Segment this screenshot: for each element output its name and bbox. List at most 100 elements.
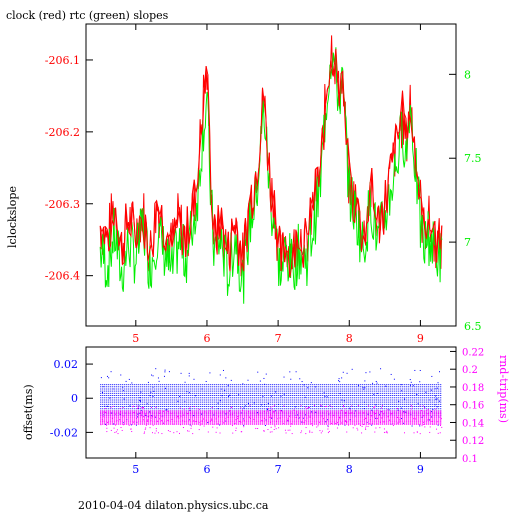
rnd-trip-point: [370, 415, 372, 417]
rnd-trip-point: [211, 418, 213, 420]
bottom-y-tick-label-left: 0: [71, 392, 78, 405]
rnd-trip-point: [146, 420, 148, 422]
rnd-trip-point: [416, 414, 418, 416]
top-y-tick-label-right: 7.5: [464, 152, 482, 165]
rnd-trip-point: [313, 404, 315, 406]
bottom-y-tick-label-right: 0.16: [462, 401, 484, 412]
rnd-trip-point: [184, 421, 186, 423]
rnd-trip-point: [274, 424, 276, 426]
rnd-trip-point: [363, 412, 365, 414]
rnd-trip-point: [209, 410, 211, 412]
offset-point: [417, 403, 419, 405]
rnd-trip-point: [155, 430, 157, 432]
rnd-trip-point: [177, 415, 179, 417]
rnd-trip-point: [240, 407, 242, 409]
offset-point: [303, 384, 305, 386]
rnd-trip-point: [222, 411, 224, 413]
rnd-trip-point: [327, 426, 329, 428]
rnd-trip-point: [413, 418, 415, 420]
offset-point: [385, 385, 387, 387]
rnd-trip-point: [154, 415, 156, 417]
top-axes: 5 6 7 8 9 -206.1 -206.2 -206.3 -206.4 6.5 7 7.5 8: [45, 24, 482, 345]
rnd-trip-point: [426, 409, 428, 411]
offset-point: [106, 405, 108, 407]
rnd-trip-point: [344, 408, 346, 410]
offset-point: [363, 408, 365, 410]
rnd-trip-point: [249, 405, 251, 407]
rnd-trip-point: [273, 428, 275, 430]
rnd-trip-point: [275, 428, 277, 430]
rnd-trip-point: [381, 417, 383, 419]
rnd-trip-point: [227, 416, 229, 418]
rnd-trip-point: [116, 429, 118, 431]
rnd-trip-point: [423, 424, 425, 426]
rnd-trip-point: [336, 427, 338, 429]
rnd-trip-point: [287, 418, 289, 420]
rnd-trip-point: [180, 415, 182, 417]
rnd-trip-point: [163, 414, 165, 416]
rnd-trip-point: [431, 420, 433, 422]
offset-point: [364, 380, 366, 382]
rnd-trip-point: [157, 432, 159, 434]
offset-point: [138, 405, 140, 407]
rnd-trip-point: [211, 407, 213, 409]
offset-point: [419, 381, 421, 383]
offset-point: [324, 396, 326, 398]
rnd-trip-point: [273, 411, 275, 413]
rnd-trip-point: [303, 422, 305, 424]
offset-point: [280, 395, 282, 397]
rnd-trip-point: [418, 424, 420, 426]
top-y-tick-label-left: -206.3: [45, 198, 80, 211]
offset-point: [405, 411, 407, 413]
offset-point: [110, 412, 112, 414]
offset-point: [435, 395, 437, 397]
rnd-trip-point: [311, 431, 313, 433]
offset-point: [278, 403, 280, 405]
rnd-trip-point: [210, 410, 212, 412]
offset-point: [400, 407, 402, 409]
rnd-trip-point: [215, 418, 217, 420]
rnd-trip-point: [263, 410, 265, 412]
bottom-y-tick-label-right: 0.18: [462, 383, 484, 394]
offset-point: [253, 402, 255, 404]
rnd-trip-point: [193, 406, 195, 408]
offset-point: [363, 401, 365, 403]
rnd-trip-point: [150, 417, 152, 419]
rnd-trip-point: [309, 430, 311, 432]
offset-point: [400, 384, 402, 386]
rnd-trip-point: [324, 406, 326, 408]
offset-point: [257, 371, 259, 373]
offset-point: [301, 421, 303, 423]
rnd-trip-point: [435, 408, 437, 410]
offset-point: [243, 424, 245, 426]
rnd-trip-point: [267, 410, 269, 412]
rnd-trip-point: [145, 427, 147, 429]
rnd-trip-point: [198, 408, 200, 410]
rnd-trip-point: [166, 410, 168, 412]
offset-point: [242, 383, 244, 385]
rnd-trip-point: [114, 413, 116, 415]
rnd-trip-point: [290, 410, 292, 412]
rnd-trip-point: [379, 421, 381, 423]
offset-point: [310, 382, 312, 384]
rnd-trip-point: [196, 408, 198, 410]
offset-point: [379, 414, 381, 416]
top-y-axis-label: lclockslope: [6, 186, 19, 248]
rnd-trip-point: [156, 420, 158, 422]
rnd-trip-point: [102, 411, 104, 413]
rnd-trip-point: [142, 407, 144, 409]
rnd-trip-point: [441, 426, 443, 428]
rnd-trip-point: [248, 416, 250, 418]
offset-point: [290, 378, 292, 380]
offset-point: [436, 387, 438, 389]
rnd-trip-point: [270, 406, 272, 408]
rnd-trip-point: [386, 430, 388, 432]
offset-point: [304, 396, 306, 398]
rnd-trip-point: [410, 408, 412, 410]
rnd-trip-point: [306, 407, 308, 409]
rnd-trip-point: [270, 414, 272, 416]
rnd-trip-point: [113, 427, 115, 429]
offset-point: [398, 400, 400, 402]
offset-point: [302, 417, 304, 419]
